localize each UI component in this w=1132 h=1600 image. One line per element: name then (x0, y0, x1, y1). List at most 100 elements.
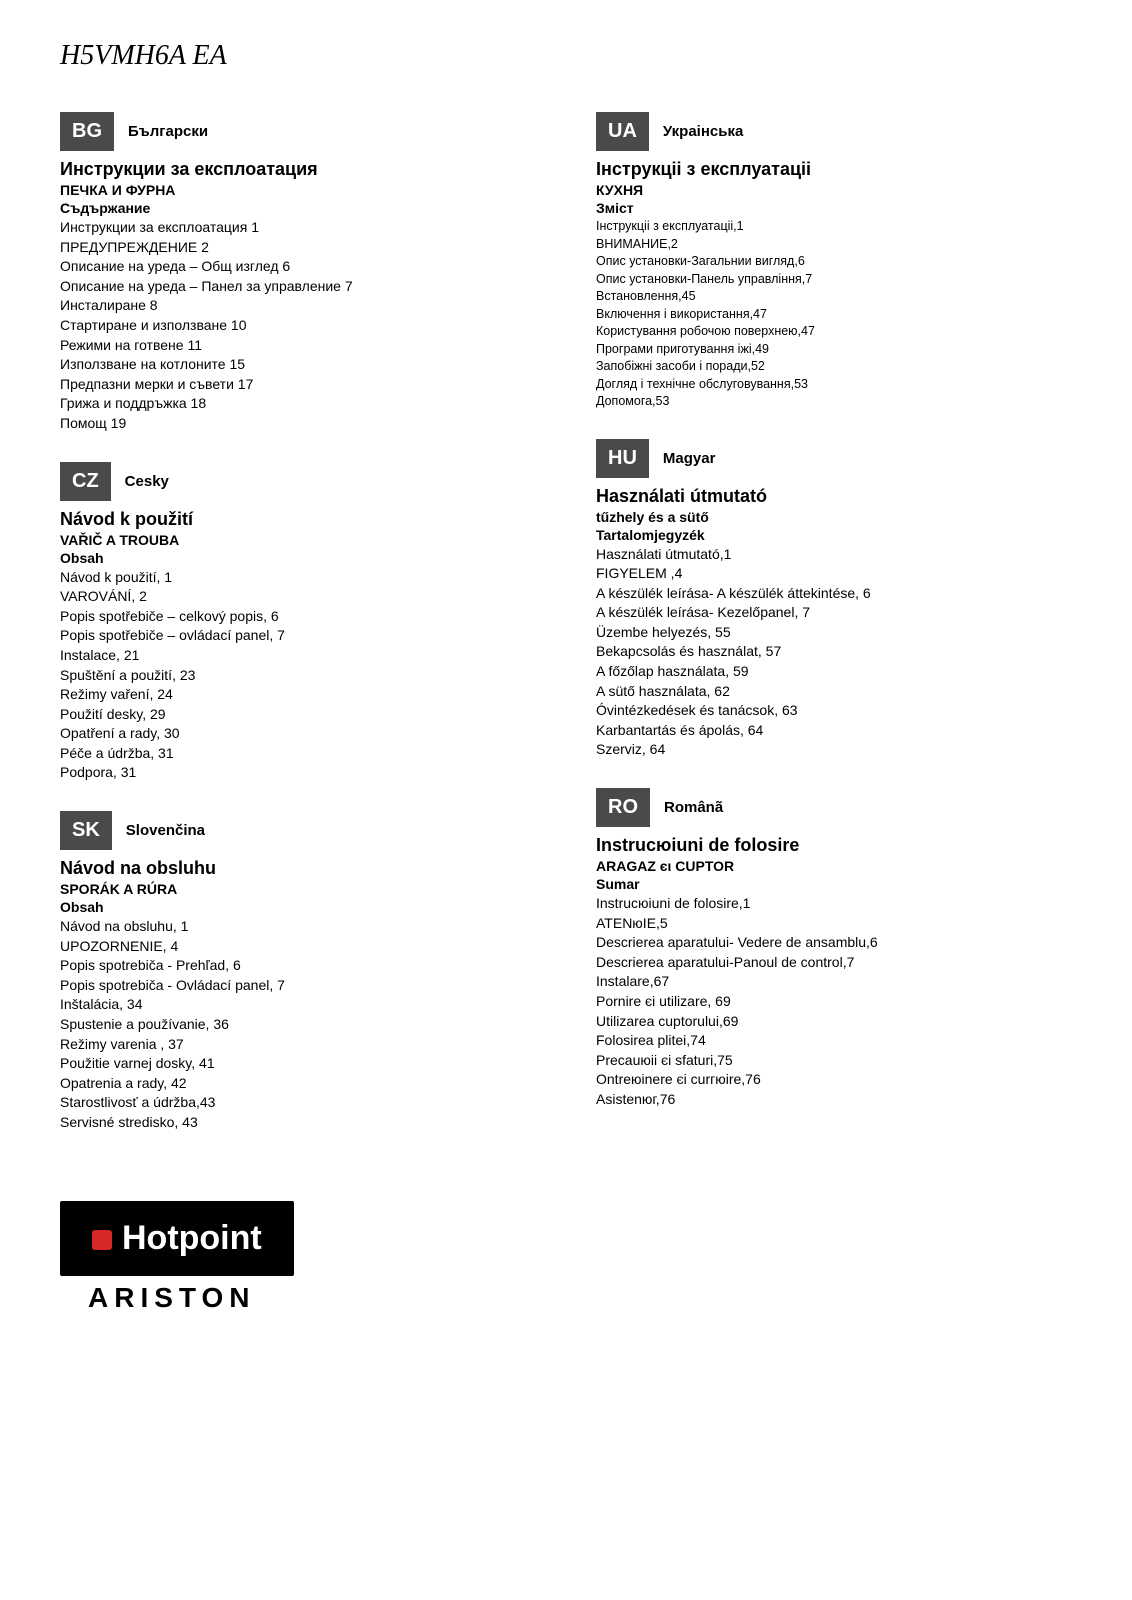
toc-line: A főzőlap használata, 59 (596, 662, 1072, 682)
toc-line: Óvintézkedések és tanácsok, 63 (596, 701, 1072, 721)
contents-label: Съдържание (60, 200, 536, 216)
toc-line: Instalare,67 (596, 972, 1072, 992)
toc-line: Návod na obsluhu, 1 (60, 917, 536, 937)
product-type: SPORÁK A RÚRA (60, 881, 536, 897)
toc-line: Režimy varenia , 37 (60, 1035, 536, 1055)
toc-line: Opatrenia a rady, 42 (60, 1074, 536, 1094)
lang-section-sk: SK Slovenčina Návod na obsluhu SPORÁK A RÚR… (60, 811, 536, 1133)
brand-logo: Hotpoint ARISTON (60, 1201, 1072, 1314)
content-columns: BGБългарски Инструкции за експлоатация ПЕЧ… (60, 112, 1072, 1161)
toc-line: Descrierea aparatului-Panoul de control,… (596, 953, 1072, 973)
contents-label: Зміст (596, 200, 1072, 216)
toc-line: Програми приготування іжі,49 (596, 341, 1072, 359)
toc-line: ATENюIE,5 (596, 914, 1072, 934)
lang-header: HU Magyar (596, 439, 1072, 478)
toc-line: Запобіжні засоби і поради,52 (596, 358, 1072, 376)
right-column: UA Украінська Інструкціі з експлуатаціі КУХ… (596, 112, 1072, 1161)
toc-line: Popis spotřebiče – ovládací panel, 7 (60, 626, 536, 646)
toc-line: A készülék leírása- Kezelőpanel, 7 (596, 603, 1072, 623)
toc-line: Описание на уреда – Панел за управление … (60, 277, 536, 297)
toc-line: A készülék leírása- A készülék áttekinté… (596, 584, 1072, 604)
lang-header: RO Românã (596, 788, 1072, 827)
lang-name: Românã (664, 799, 723, 816)
lang-header: SK Slovenčina (60, 811, 536, 850)
manual-title: Инструкции за експлоатация (60, 159, 536, 180)
toc-line: Režimy vaření, 24 (60, 685, 536, 705)
product-type: ARAGAZ єι CUPTOR (596, 858, 1072, 874)
lang-header: BGБългарски (60, 112, 536, 151)
lang-section-cz: CZ Cesky Návod k použití VAŘIČ A TROUBA Obsa… (60, 462, 536, 784)
brand-name-box: Hotpoint (60, 1201, 294, 1276)
product-type: tűzhely és a sütő (596, 509, 1072, 525)
lang-badge: HU (596, 439, 649, 478)
toc-line: Instalace, 21 (60, 646, 536, 666)
toc-line: Встановлення,45 (596, 288, 1072, 306)
toc-line: Popis spotrebiča - Prehľad, 6 (60, 956, 536, 976)
toc-line: Popis spotrebiča - Ovládací panel, 7 (60, 976, 536, 996)
lang-name: Български (128, 123, 208, 140)
contents-label: Obsah (60, 550, 536, 566)
lang-badge: UA (596, 112, 649, 151)
toc-line: Podpora, 31 (60, 763, 536, 783)
left-column: BGБългарски Инструкции за експлоатация ПЕЧ… (60, 112, 536, 1161)
toc-line: Інструкціі з експлуатаціі,1 (596, 218, 1072, 236)
lang-section-hu: HU Magyar Használati útmutató tűzhely és a … (596, 439, 1072, 761)
brand-dot-icon (92, 1230, 112, 1250)
lang-name: Cesky (125, 473, 169, 490)
lang-section-ua: UA Украінська Інструкціі з експлуатаціі КУХ… (596, 112, 1072, 411)
toc-line: Инструкции за експлоатация 1 (60, 218, 536, 238)
product-type: КУХНЯ (596, 182, 1072, 198)
product-type: ПЕЧКА И ФУРНА (60, 182, 536, 198)
toc-line: Starostlivosť a údržba,43 (60, 1093, 536, 1113)
toc-line: FIGYELEM ,4 (596, 564, 1072, 584)
lang-name: Magyar (663, 450, 716, 467)
toc-line: Popis spotřebiče – celkový popis, 6 (60, 607, 536, 627)
toc-line: Режими на готвене 11 (60, 336, 536, 356)
brand-sub-name: ARISTON (60, 1282, 1072, 1314)
manual-title: Návod k použití (60, 509, 536, 530)
lang-name: Украінська (663, 123, 743, 140)
contents-label: Obsah (60, 899, 536, 915)
toc-line: Návod k použití, 1 (60, 568, 536, 588)
toc-line: Folosirea plitei,74 (596, 1031, 1072, 1051)
toc-line: Предпазни мерки и съвети 17 (60, 375, 536, 395)
toc-line: Utilizarea cuptorului,69 (596, 1012, 1072, 1032)
manual-title: Instrucюiuni de folosire (596, 835, 1072, 856)
toc-line: Включення і використання,47 (596, 306, 1072, 324)
toc-line: Péče a údržba, 31 (60, 744, 536, 764)
toc-line: Használati útmutató,1 (596, 545, 1072, 565)
toc-line: Опис установки-Панель управління,7 (596, 271, 1072, 289)
lang-header: CZ Cesky (60, 462, 536, 501)
toc-line: Instrucюiuni de folosire,1 (596, 894, 1072, 914)
toc-line: Bekapcsolás és használat, 57 (596, 642, 1072, 662)
toc-line: Üzembe helyezés, 55 (596, 623, 1072, 643)
lang-badge: SK (60, 811, 112, 850)
lang-name: Slovenčina (126, 822, 205, 839)
toc-line: Opatření a rady, 30 (60, 724, 536, 744)
toc-line: Precauюii єi sfaturi,75 (596, 1051, 1072, 1071)
lang-section-ro: RO Românã Instrucюiuni de folosire ARAGAZ є… (596, 788, 1072, 1110)
toc-line: Грижа и поддръжка 18 (60, 394, 536, 414)
product-type: VAŘIČ A TROUBA (60, 532, 536, 548)
toc-line: Inštalácia, 34 (60, 995, 536, 1015)
toc-line: ВНИМАНИЕ,2 (596, 236, 1072, 254)
manual-title: Használati útmutató (596, 486, 1072, 507)
toc-line: Spustenie a používanie, 36 (60, 1015, 536, 1035)
toc-line: Szerviz, 64 (596, 740, 1072, 760)
toc-line: Догляд і технічне обслуговування,53 (596, 376, 1072, 394)
toc-line: ПРЕДУПРЕЖДЕНИЕ 2 (60, 238, 536, 258)
lang-badge: CZ (60, 462, 111, 501)
toc-line: Опис установки-Загальнии вигляд,6 (596, 253, 1072, 271)
toc-line: Ontreюinere єi curгюire,76 (596, 1070, 1072, 1090)
toc-line: Descrierea aparatului- Vedere de ansambl… (596, 933, 1072, 953)
manual-title: Návod na obsluhu (60, 858, 536, 879)
toc-line: Asistenюг,76 (596, 1090, 1072, 1110)
lang-badge: RO (596, 788, 650, 827)
toc-line: Помощ 19 (60, 414, 536, 434)
manual-title: Інструкціі з експлуатаціі (596, 159, 1072, 180)
toc-line: UPOZORNENIE, 4 (60, 937, 536, 957)
contents-label: Sumar (596, 876, 1072, 892)
toc-line: Използване на котлоните 15 (60, 355, 536, 375)
toc-line: Spuštění a použití, 23 (60, 666, 536, 686)
toc-line: Použití desky, 29 (60, 705, 536, 725)
